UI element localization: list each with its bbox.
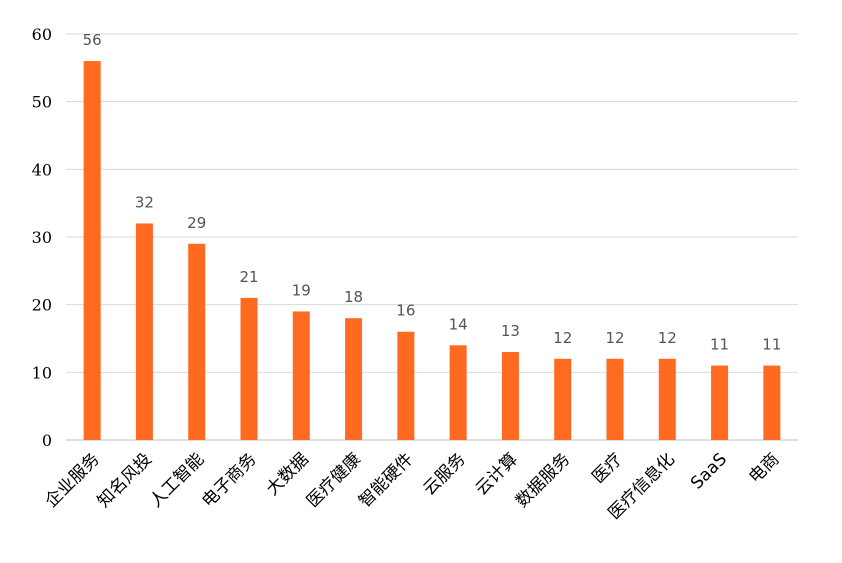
data-label: 16 [396,302,415,320]
bar [240,297,258,440]
y-tick-label: 10 [32,363,52,382]
x-tick-label: 云计算 [472,449,522,499]
data-label: 13 [501,322,520,340]
y-tick-label: 60 [32,25,52,44]
y-tick-label: 30 [32,228,52,247]
x-tick-label: 电商 [745,449,783,487]
bar [292,311,310,440]
bar [763,365,781,440]
data-label: 11 [762,336,781,354]
x-tick-label: 人工智能 [146,449,208,511]
data-label: 56 [83,31,102,49]
bar [554,358,572,440]
data-label: 14 [449,315,468,333]
x-tick-label: 企业服务 [41,449,103,511]
bar [397,331,415,440]
bar [83,61,101,441]
bar [658,358,676,440]
x-tick-label: 智能硬件 [355,449,417,511]
data-label: 12 [605,329,624,347]
data-label: 12 [658,329,677,347]
bar [345,318,363,440]
x-tick-label: SaaS [687,449,731,493]
bar [606,358,624,440]
x-tick-label: 电子商务 [198,449,260,511]
data-label: 11 [710,336,729,354]
y-tick-label: 50 [32,93,52,112]
data-label: 21 [239,268,258,286]
bar [711,365,729,440]
x-tick-label: 数据服务 [512,449,574,511]
data-label: 32 [135,193,154,211]
x-tick-label: 医疗 [588,449,626,487]
data-label: 18 [344,288,363,306]
x-tick-label: 大数据 [263,449,313,499]
bar [449,345,467,440]
y-tick-label: 20 [32,296,52,315]
x-tick-label: 知名风投 [94,449,156,511]
y-tick-label: 0 [42,431,52,450]
y-axis-ticks: 0 10 20 30 40 50 60 [32,25,52,450]
y-tick-label: 40 [32,160,52,179]
bars [83,61,781,441]
data-labels: 56 32 29 21 19 18 16 14 13 12 12 12 11 11 [83,31,782,354]
x-tick-label: 云服务 [419,449,469,499]
bar [188,243,206,440]
x-tick-label: 医疗健康 [303,449,365,511]
bar [135,223,153,440]
data-label: 12 [553,329,572,347]
gridlines [66,33,798,441]
data-label: 19 [292,281,311,299]
data-label: 29 [187,214,206,232]
bar [501,352,519,440]
